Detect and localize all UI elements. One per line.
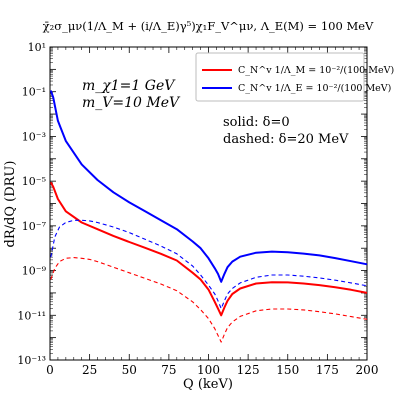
solid-annotation: solid: δ=0: [223, 115, 290, 130]
dashed-red-series: [50, 257, 368, 343]
solid-blue-series: [49, 90, 368, 283]
y-tick-label: 10⁻¹: [22, 86, 46, 99]
x-tick-label: 0: [46, 363, 54, 377]
x-tick-label: 125: [237, 363, 260, 377]
chart-title: χ̄₂σ_μν(1/Λ_M + (i/Λ_E)γ⁵)χ₁F_V^μν, Λ_E(…: [43, 19, 374, 33]
x-tick-label: 150: [276, 363, 299, 377]
x-tick-label: 50: [122, 363, 137, 377]
solid-red-series: [49, 181, 368, 317]
y-tick-label: 10¹: [28, 41, 46, 54]
y-tick-label: 10⁻³: [22, 130, 46, 143]
mass-chi-annotation: m_χ1=1 GeV: [82, 78, 176, 94]
x-axis-label: Q (keV): [183, 377, 233, 392]
legend-box: [195, 52, 365, 102]
tick-labels: 0 25 50 75 100 125 150 175 200 10¹ 10⁻¹ 10⁻³ 10⁻⁵ 10⁻…: [17, 41, 378, 377]
x-tick-label: 25: [82, 363, 97, 377]
y-tick-label: 10⁻⁵: [22, 175, 46, 188]
x-tick-label: 175: [316, 363, 339, 377]
y-tick-label: 10⁻¹³: [17, 354, 46, 367]
legend-label-magnetic: C_N^v 1/Λ_M = 10⁻²/(100 MeV): [238, 65, 394, 76]
x-tick-label: 200: [356, 363, 379, 377]
axis-ticks: [49, 46, 368, 361]
series-layer: [49, 90, 368, 343]
dashed-annotation: dashed: δ=20 MeV: [223, 132, 349, 147]
legend: C_N^v 1/Λ_M = 10⁻²/(100 MeV) C_N^v 1/Λ_E…: [195, 52, 394, 102]
x-tick-label: 75: [161, 363, 176, 377]
dashed-blue-series: [50, 219, 368, 310]
y-tick-label: 10⁻¹¹: [17, 309, 46, 322]
legend-label-electric: C_N^v 1/Λ_E = 10⁻²/(100 MeV): [238, 83, 391, 94]
y-tick-label: 10⁻⁹: [22, 265, 47, 278]
mass-v-annotation: m_V=10 MeV: [82, 95, 181, 111]
x-tick-label: 100: [197, 363, 220, 377]
y-axis-label: dR/dQ (DRU): [3, 161, 18, 248]
y-tick-label: 10⁻⁷: [22, 220, 47, 233]
